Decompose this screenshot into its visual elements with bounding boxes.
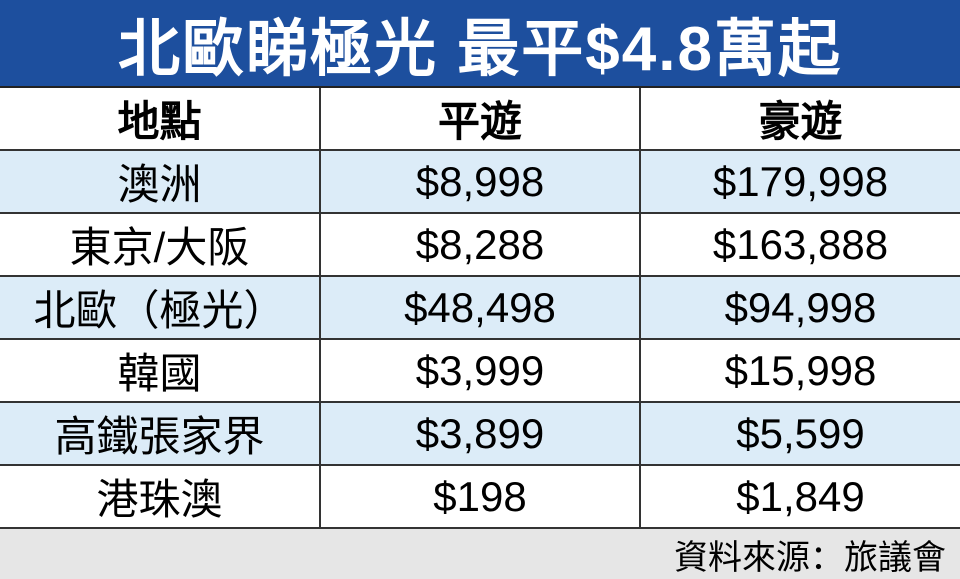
budget-price-cell: $198 <box>320 465 641 529</box>
header-location: 地點 <box>0 88 321 151</box>
table-row: 港珠澳 $198 $1,849 <box>0 465 960 529</box>
table-row: 高鐵張家界 $3,899 $5,599 <box>0 402 960 466</box>
source-text: 資料來源：旅議會 <box>674 538 946 577</box>
budget-price-cell: $48,498 <box>320 276 641 340</box>
table-row: 韓國 $3,999 $15,998 <box>0 339 960 403</box>
budget-price-cell: $8,288 <box>320 213 641 277</box>
location-cell: 高鐵張家界 <box>0 402 321 466</box>
source-footer: 資料來源：旅議會 <box>0 529 960 579</box>
luxury-price-cell: $94,998 <box>640 276 960 340</box>
luxury-price-cell: $163,888 <box>640 213 960 277</box>
header-budget: 平遊 <box>320 88 641 151</box>
price-table: 地點 平遊 豪遊 澳洲 $8,998 $179,998 東京/大阪 $8,288… <box>0 88 960 529</box>
table-header-row: 地點 平遊 豪遊 <box>0 88 960 151</box>
table-row: 澳洲 $8,998 $179,998 <box>0 150 960 214</box>
budget-price-cell: $8,998 <box>320 150 641 214</box>
luxury-price-cell: $5,599 <box>640 402 960 466</box>
budget-price-cell: $3,999 <box>320 339 641 403</box>
location-cell: 港珠澳 <box>0 465 321 529</box>
location-cell: 北歐（極光） <box>0 276 321 340</box>
budget-price-cell: $3,899 <box>320 402 641 466</box>
location-cell: 東京/大阪 <box>0 213 321 277</box>
luxury-price-cell: $179,998 <box>640 150 960 214</box>
luxury-price-cell: $1,849 <box>640 465 960 529</box>
location-cell: 韓國 <box>0 339 321 403</box>
header-luxury: 豪遊 <box>640 88 960 151</box>
table-row: 東京/大阪 $8,288 $163,888 <box>0 213 960 277</box>
location-cell: 澳洲 <box>0 150 321 214</box>
page-title: 北歐睇極光 最平$4.8萬起 <box>0 0 960 88</box>
luxury-price-cell: $15,998 <box>640 339 960 403</box>
table-row: 北歐（極光） $48,498 $94,998 <box>0 276 960 340</box>
